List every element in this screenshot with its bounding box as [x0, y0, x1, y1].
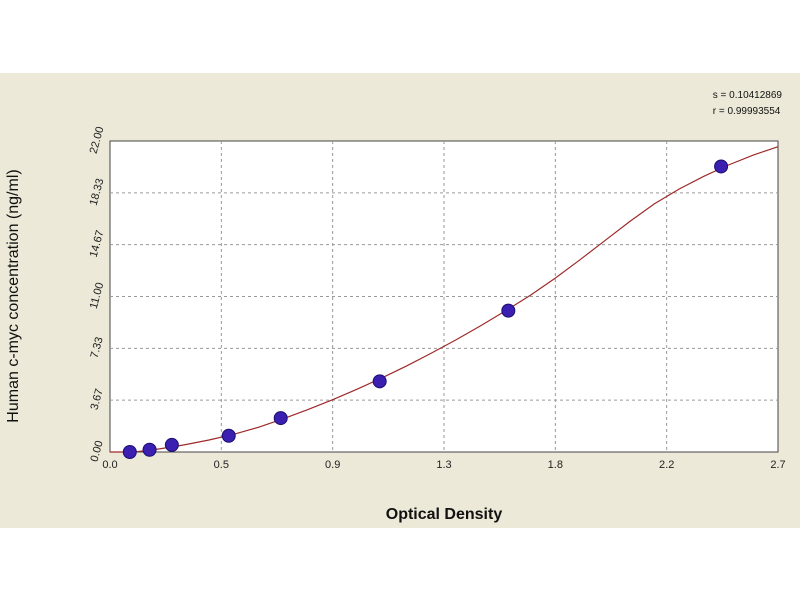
x-axis-title: Optical Density — [386, 506, 503, 523]
x-tick-label: 1.3 — [436, 459, 451, 471]
data-point — [714, 159, 729, 174]
y-tick-label: 11.00 — [88, 281, 107, 310]
data-point — [372, 374, 387, 389]
x-axis-ticks: 0.0 0.5 0.9 1.3 1.8 2.2 2.7 — [102, 459, 785, 471]
data-point — [221, 428, 236, 443]
data-point — [142, 442, 157, 457]
x-tick-label: 2.2 — [659, 459, 674, 471]
y-axis-title: Human c-myc concentration (ng/ml) — [5, 169, 22, 422]
fit-s-value: s = 0.10412869 — [712, 90, 782, 101]
y-tick-label: 3.67 — [89, 387, 106, 411]
fit-curve — [110, 146, 779, 453]
y-axis-ticks: 0.00 3.67 7.33 11.00 14.67 18.33 22.00 — [88, 125, 107, 463]
y-tick-label: 7.33 — [89, 336, 106, 360]
y-tick-label: 14.67 — [88, 229, 107, 259]
data-point — [122, 445, 137, 459]
data-point — [273, 411, 288, 426]
data-point — [164, 437, 179, 452]
fit-r-value: r = 0.99993554 — [712, 106, 781, 117]
x-tick-label: 0.5 — [214, 459, 229, 471]
data-point — [501, 303, 516, 318]
y-tick-label: 0.00 — [89, 439, 106, 463]
x-tick-label: 1.8 — [548, 459, 563, 471]
y-tick-label: 18.33 — [88, 177, 107, 207]
y-tick-label: 22.00 — [88, 125, 107, 155]
x-tick-label: 2.7 — [770, 459, 785, 471]
x-tick-label: 0.0 — [102, 459, 117, 471]
data-points — [122, 159, 729, 459]
x-tick-label: 0.9 — [325, 459, 340, 471]
fit-statistics: s = 0.10412869 r = 0.99993554 — [713, 88, 782, 120]
